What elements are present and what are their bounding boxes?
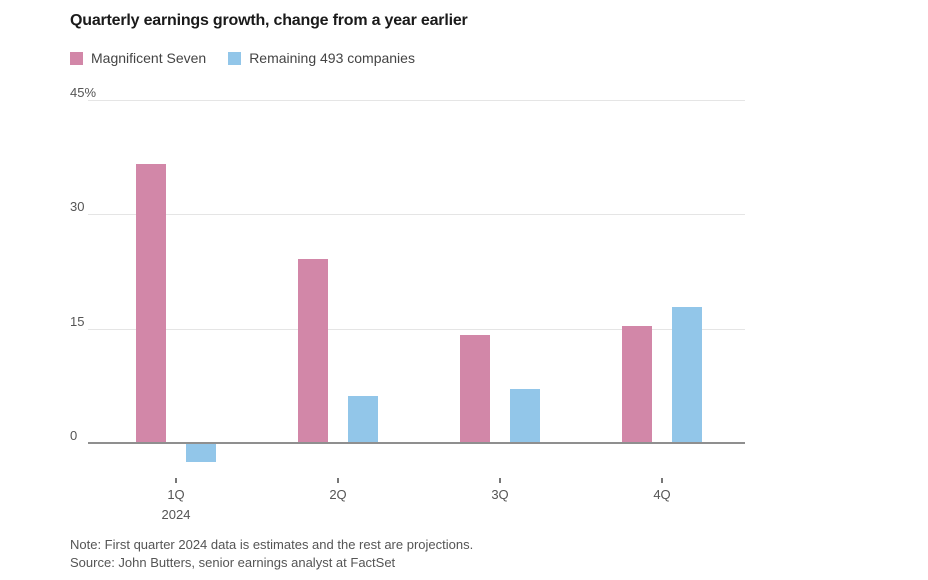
legend-label-remaining-493: Remaining 493 companies	[249, 50, 415, 66]
legend-swatch-magnificent-seven	[70, 51, 83, 65]
bar-remaining-493-companies-1q	[186, 444, 216, 463]
x-axis-tick-4q	[661, 478, 663, 483]
legend: Magnificent Seven Remaining 493 companie…	[70, 50, 415, 66]
x-axis-label-2q: 2Q	[329, 487, 347, 502]
gridline-30	[88, 214, 745, 216]
y-axis-label-45: 45%	[70, 86, 100, 100]
x-axis-tick-3q	[499, 478, 501, 483]
x-axis-label-1q: 1Q	[167, 487, 185, 502]
y-axis-label-15: 15	[70, 314, 88, 329]
note-text: Note: First quarter 2024 data is estimat…	[70, 537, 474, 552]
gridline-15	[88, 328, 745, 330]
bar-magnificent-seven-4q	[622, 326, 652, 442]
legend-item-magnificent-seven: Magnificent Seven	[70, 50, 206, 66]
bar-remaining-493-companies-4q	[672, 307, 702, 442]
legend-label-magnificent-seven: Magnificent Seven	[91, 50, 207, 66]
chart-title: Quarterly earnings growth, change from a…	[70, 12, 468, 29]
bar-remaining-493-companies-3q	[510, 388, 540, 442]
legend-swatch-remaining-493	[228, 51, 242, 65]
bar-remaining-493-companies-2q	[348, 396, 378, 442]
x-axis-year-label: 2024	[161, 507, 191, 522]
bar-magnificent-seven-2q	[298, 259, 328, 442]
bar-magnificent-seven-1q	[136, 163, 166, 442]
x-axis-tick-2q	[337, 478, 339, 483]
y-axis-label-0: 0	[70, 429, 81, 443]
y-axis-label-30: 30	[70, 200, 88, 215]
x-axis-line	[88, 442, 745, 444]
source-text: Source: John Butters, senior earnings an…	[70, 555, 396, 570]
x-axis-label-3q: 3Q	[491, 487, 509, 502]
legend-item-remaining-493: Remaining 493 companies	[228, 50, 415, 66]
gridline-45	[88, 100, 745, 101]
x-axis-label-4q: 4Q	[653, 487, 671, 502]
x-axis-tick-1q	[175, 478, 177, 483]
bar-magnificent-seven-3q	[460, 335, 490, 442]
